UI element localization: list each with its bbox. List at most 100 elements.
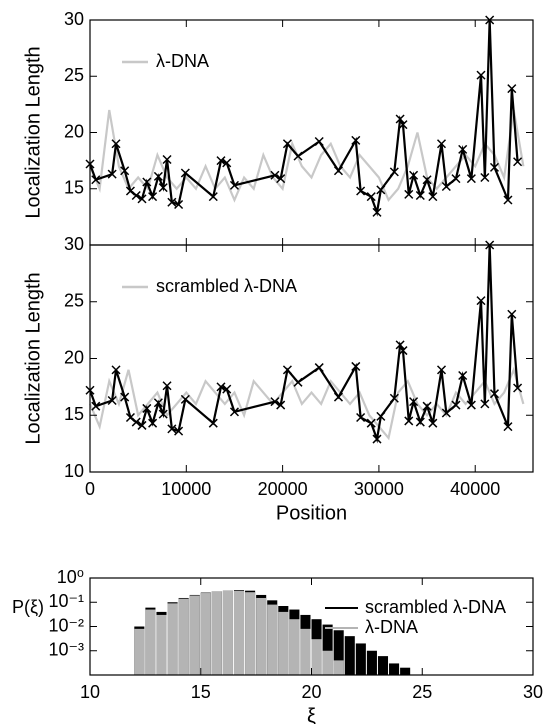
- x-marker: [356, 186, 366, 196]
- x-marker: [503, 195, 513, 205]
- legend-label: scrambled λ-DNA: [156, 276, 297, 296]
- x-tick-label: 40000: [450, 479, 500, 499]
- x-marker: [351, 135, 361, 145]
- x-marker: [153, 398, 163, 408]
- x-marker: [441, 181, 451, 192]
- y-axis-label: Localization Length: [22, 46, 44, 218]
- x-marker: [372, 207, 382, 217]
- x-axis-label: Position: [276, 502, 347, 524]
- x-marker: [451, 400, 461, 410]
- x-tick-label: 30000: [354, 479, 404, 499]
- x-marker: [376, 185, 386, 195]
- x-marker: [216, 382, 226, 392]
- x-marker: [282, 139, 292, 149]
- x-marker: [513, 157, 523, 167]
- y-tick-label: 20: [64, 347, 84, 367]
- x-marker: [366, 418, 376, 428]
- x-marker: [216, 156, 226, 166]
- x-marker: [229, 407, 239, 417]
- y-tick-label: 25: [64, 65, 84, 85]
- x-marker: [222, 158, 232, 168]
- x-marker: [120, 166, 130, 176]
- y-tick-label: 10⁻¹: [48, 591, 84, 611]
- x-marker: [503, 422, 513, 432]
- x-marker: [404, 416, 414, 426]
- x-marker: [356, 412, 366, 423]
- x-marker: [125, 186, 135, 196]
- x-marker: [153, 171, 163, 181]
- x-marker: [111, 139, 121, 149]
- legend-label: λ-DNA: [156, 51, 209, 71]
- hist-bar: [311, 639, 322, 675]
- hist-bar: [256, 597, 267, 675]
- hist-bar: [245, 592, 256, 675]
- x-marker: [389, 393, 399, 403]
- x-marker: [229, 180, 239, 190]
- x-marker: [158, 409, 168, 419]
- y-tick-label: 15: [64, 404, 84, 424]
- x-marker: [276, 400, 286, 410]
- x-marker: [422, 175, 432, 185]
- x-marker: [91, 401, 101, 411]
- x-marker: [333, 392, 343, 402]
- hist-bar: [355, 643, 366, 675]
- hist-bar: [200, 593, 211, 675]
- x-marker: [372, 434, 382, 444]
- x-marker: [167, 197, 177, 207]
- data-line: [88, 19, 519, 217]
- x-marker: [174, 199, 184, 210]
- x-marker: [480, 399, 490, 409]
- x-marker: [409, 170, 419, 180]
- hist-bar: [134, 628, 145, 675]
- x-marker: [270, 170, 280, 180]
- x-marker: [107, 169, 117, 179]
- x-marker: [142, 403, 152, 413]
- x-marker: [489, 389, 500, 399]
- hist-bar: [211, 591, 222, 675]
- x-marker: [376, 411, 386, 421]
- hist-bar: [322, 650, 333, 675]
- hist-bar: [400, 667, 411, 675]
- x-tick-label: 10: [80, 682, 100, 702]
- hist-bar: [322, 624, 333, 675]
- hist-bar: [267, 604, 278, 675]
- x-marker: [451, 174, 461, 184]
- x-marker: [409, 397, 419, 407]
- x-marker: [148, 192, 158, 202]
- x-marker: [395, 340, 405, 350]
- x-marker: [174, 426, 184, 436]
- x-marker: [208, 418, 218, 428]
- x-tick-label: 10000: [161, 479, 211, 499]
- x-marker: [398, 120, 408, 130]
- hist-bar: [156, 614, 167, 675]
- x-marker: [293, 151, 303, 161]
- x-marker: [162, 154, 172, 165]
- x-marker: [458, 144, 468, 154]
- y-tick-label: 10⁻²: [48, 615, 84, 635]
- hist-bar: [278, 611, 289, 675]
- x-marker: [415, 190, 425, 201]
- x-marker: [333, 166, 343, 176]
- x-tick-label: 25: [412, 682, 432, 702]
- x-marker: [167, 424, 177, 434]
- x-marker: [111, 365, 121, 375]
- x-axis-label: ξ: [307, 705, 316, 724]
- x-marker: [162, 381, 172, 391]
- x-marker: [125, 412, 135, 423]
- x-marker: [107, 395, 117, 406]
- x-marker: [158, 183, 168, 193]
- x-marker: [415, 417, 425, 427]
- x-marker: [276, 174, 286, 184]
- hist-bar: [366, 650, 377, 675]
- x-marker: [466, 174, 476, 184]
- x-marker: [120, 392, 130, 402]
- x-marker: [314, 136, 324, 147]
- x-marker: [91, 175, 101, 185]
- hist-bar: [222, 590, 233, 675]
- y-tick-label: 10: [64, 461, 84, 481]
- legend-label: λ-DNA: [365, 617, 418, 637]
- hist-bar: [145, 609, 156, 675]
- x-tick-label: 30: [523, 682, 543, 702]
- x-marker: [389, 167, 399, 177]
- x-marker: [131, 417, 141, 427]
